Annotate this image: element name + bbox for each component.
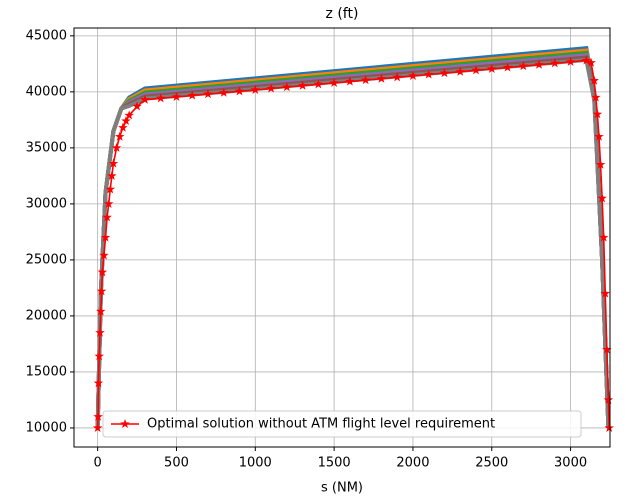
star-marker — [93, 378, 104, 388]
y-tick-label: 10000 — [26, 420, 67, 435]
star-marker — [598, 232, 609, 242]
star-marker — [297, 80, 308, 90]
star-marker — [487, 63, 497, 73]
star-marker — [439, 68, 450, 78]
star-marker — [282, 82, 292, 92]
x-tick-label: 3000 — [554, 456, 587, 471]
star-marker — [586, 57, 596, 67]
x-tick-label: 500 — [164, 456, 189, 471]
star-marker — [99, 250, 109, 260]
star-marker — [408, 70, 418, 80]
star-marker — [102, 212, 112, 222]
star-marker — [92, 422, 103, 432]
star-marker — [604, 422, 614, 432]
star-marker — [471, 65, 481, 75]
star-marker — [234, 86, 245, 96]
star-marker — [105, 184, 116, 194]
star-marker — [171, 91, 182, 101]
star-marker — [589, 75, 599, 85]
legend-box — [102, 410, 582, 438]
star-marker — [313, 79, 324, 89]
x-tick-label: 0 — [94, 456, 102, 471]
star-marker — [502, 62, 513, 72]
star-marker — [187, 90, 197, 100]
star-marker — [114, 131, 125, 141]
star-marker — [581, 55, 592, 65]
star-marker — [550, 58, 560, 68]
legend-marker — [120, 419, 130, 429]
star-marker — [266, 83, 276, 93]
star-marker — [107, 170, 117, 180]
y-tick-label: 45000 — [26, 28, 67, 43]
x-tick-label: 2000 — [396, 456, 429, 471]
star-marker — [108, 158, 119, 168]
star-marker — [455, 66, 465, 76]
star-marker — [103, 198, 114, 208]
y-tick-label: 40000 — [26, 84, 67, 99]
plot-frame — [73, 27, 611, 448]
y-tick-label: 35000 — [26, 140, 67, 155]
x-axis-label: s (NM) — [321, 481, 363, 496]
star-marker — [96, 306, 106, 316]
star-marker — [203, 89, 213, 99]
star-marker — [360, 75, 371, 85]
star-marker — [124, 110, 134, 120]
series-line — [95, 48, 610, 429]
star-marker — [111, 142, 122, 152]
star-marker — [118, 122, 128, 132]
star-marker — [132, 101, 142, 111]
star-marker — [345, 76, 355, 86]
star-marker — [591, 92, 601, 102]
x-tick-label: 1000 — [239, 456, 272, 471]
star-marker — [534, 59, 544, 69]
star-marker — [121, 115, 131, 126]
star-marker — [250, 84, 261, 94]
series-line — [95, 57, 610, 429]
star-marker — [518, 61, 529, 71]
star-marker — [594, 131, 604, 141]
star-marker — [94, 351, 104, 361]
series-line — [96, 59, 610, 428]
star-marker — [603, 394, 614, 404]
y-tick-label: 30000 — [26, 196, 67, 211]
x-tick-label: 2500 — [475, 456, 508, 471]
star-marker — [600, 288, 611, 298]
star-marker — [96, 286, 107, 296]
y-tick-label: 25000 — [26, 252, 67, 267]
star-marker — [565, 56, 576, 66]
y-tick-label: 15000 — [26, 364, 67, 379]
star-marker — [93, 411, 103, 421]
star-marker — [595, 159, 606, 169]
star-marker — [392, 72, 402, 82]
chart-title: z (ft) — [326, 6, 359, 22]
x-tick-label: 1500 — [318, 456, 351, 471]
star-marker — [155, 93, 166, 103]
star-marker — [100, 232, 111, 242]
star-marker — [376, 73, 387, 83]
star-marker — [97, 267, 108, 277]
series-line — [95, 55, 610, 429]
y-tick-label: 20000 — [26, 308, 67, 323]
star-marker — [602, 344, 612, 354]
series-line — [95, 46, 610, 429]
star-marker — [95, 327, 105, 337]
star-marker — [219, 87, 229, 97]
star-marker — [140, 94, 150, 104]
star-marker — [329, 77, 339, 87]
legend-label: Optimal solution without ATM flight leve… — [147, 417, 495, 432]
star-marker — [597, 193, 607, 203]
star-marker — [423, 69, 434, 79]
star-marker — [592, 109, 603, 119]
